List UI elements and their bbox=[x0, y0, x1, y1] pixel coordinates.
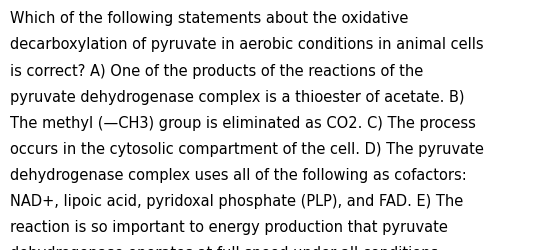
Text: reaction is so important to energy production that pyruvate: reaction is so important to energy produ… bbox=[10, 219, 448, 234]
Text: The methyl (—CH3) group is eliminated as CO2. C) The process: The methyl (—CH3) group is eliminated as… bbox=[10, 115, 476, 130]
Text: occurs in the cytosolic compartment of the cell. D) The pyruvate: occurs in the cytosolic compartment of t… bbox=[10, 141, 484, 156]
Text: decarboxylation of pyruvate in aerobic conditions in animal cells: decarboxylation of pyruvate in aerobic c… bbox=[10, 37, 484, 52]
Text: NAD+, lipoic acid, pyridoxal phosphate (PLP), and FAD. E) The: NAD+, lipoic acid, pyridoxal phosphate (… bbox=[10, 193, 463, 208]
Text: is correct? A) One of the products of the reactions of the: is correct? A) One of the products of th… bbox=[10, 63, 424, 78]
Text: dehydrogenase complex uses all of the following as cofactors:: dehydrogenase complex uses all of the fo… bbox=[10, 167, 467, 182]
Text: pyruvate dehydrogenase complex is a thioester of acetate. B): pyruvate dehydrogenase complex is a thio… bbox=[10, 89, 465, 104]
Text: Which of the following statements about the oxidative: Which of the following statements about … bbox=[10, 11, 408, 26]
Text: dehydrogenase operates at full speed under all conditions.: dehydrogenase operates at full speed und… bbox=[10, 245, 443, 250]
